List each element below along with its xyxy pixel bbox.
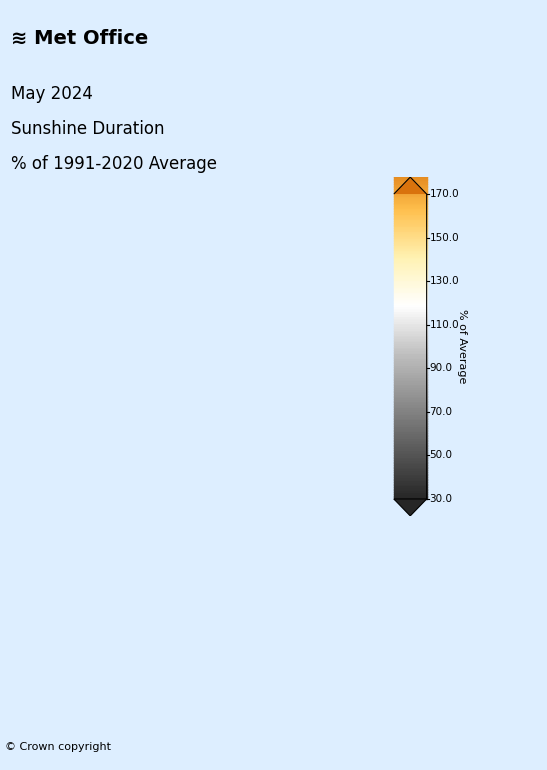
Text: 110.0: 110.0 [429, 320, 459, 330]
Text: % of 1991-2020 Average: % of 1991-2020 Average [11, 156, 217, 173]
Text: 130.0: 130.0 [429, 276, 459, 286]
Text: 30.0: 30.0 [429, 494, 452, 504]
Text: 150.0: 150.0 [429, 233, 459, 243]
Polygon shape [394, 177, 427, 194]
Text: 50.0: 50.0 [429, 450, 452, 460]
Text: 90.0: 90.0 [429, 363, 452, 373]
Text: 70.0: 70.0 [429, 407, 452, 417]
Text: May 2024: May 2024 [11, 85, 93, 103]
Text: © Crown copyright: © Crown copyright [5, 742, 112, 752]
Text: 170.0: 170.0 [429, 189, 459, 199]
Text: Sunshine Duration: Sunshine Duration [11, 120, 165, 139]
Text: % of Average: % of Average [457, 310, 467, 383]
Polygon shape [394, 499, 427, 516]
Text: ≋ Met Office: ≋ Met Office [11, 29, 148, 48]
